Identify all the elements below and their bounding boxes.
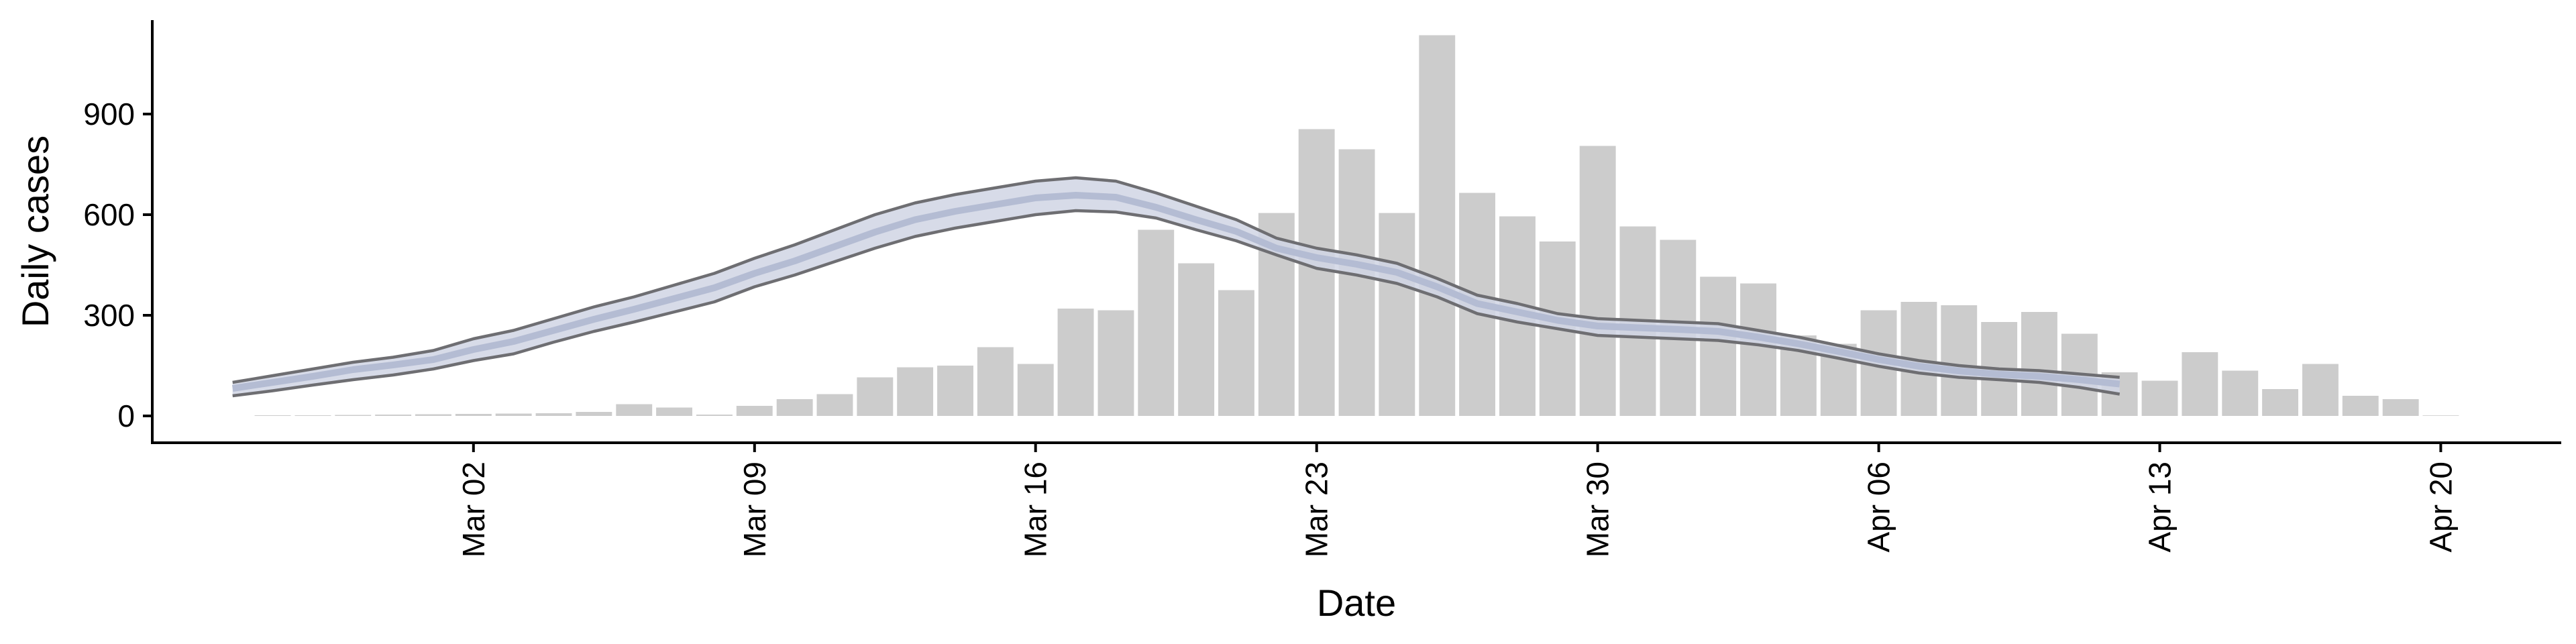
y-tick-label-0: 0	[117, 398, 135, 433]
bar-2020-03-25	[1379, 213, 1415, 416]
x-tick-label-2020-03-23: Mar 23	[1299, 462, 1334, 557]
bar-2020-03-26	[1419, 35, 1456, 416]
bar-2020-03-18	[1097, 310, 1134, 416]
bar-2020-04-03	[1740, 283, 1776, 416]
bar-2020-04-17	[2302, 364, 2339, 416]
bar-2020-03-20	[1178, 263, 1215, 416]
bar-2020-04-19	[2382, 399, 2419, 416]
bar-2020-04-20	[2422, 415, 2459, 416]
median-line-0	[231, 192, 2121, 392]
bar-2020-03-10	[776, 399, 813, 416]
y-tick-label-600: 600	[83, 197, 135, 232]
upper-bound-line-0	[232, 176, 2120, 384]
bar-2020-03-24	[1338, 149, 1375, 416]
x-axis-ticks: Mar 02 Mar 09 Mar 16 Mar 23 Mar 30 Apr 06 Apr …	[456, 443, 2458, 557]
bar-2020-04-15	[2222, 370, 2259, 416]
bar-series	[254, 35, 2459, 416]
bar-2020-03-06	[616, 404, 653, 416]
bar-2020-03-16	[1017, 364, 1054, 416]
bar-2020-03-12	[857, 377, 894, 416]
bar-2020-04-13	[2141, 380, 2178, 416]
y-tick-label-300: 300	[83, 298, 135, 333]
x-tick-label-2020-03-16: Mar 16	[1018, 462, 1053, 557]
y-tick-label-900: 900	[83, 97, 135, 131]
y-axis-title: Daily cases	[14, 136, 56, 327]
bar-2020-04-02	[1700, 276, 1737, 416]
bar-2020-03-09	[736, 406, 773, 416]
x-tick-label-2020-04-06: Apr 06	[1862, 462, 1896, 553]
bar-2020-04-10	[2021, 312, 2057, 416]
bar-2020-03-19	[1138, 229, 1175, 416]
bar-2020-04-18	[2342, 396, 2379, 416]
bar-2020-03-03	[495, 413, 532, 416]
bar-2020-02-27	[294, 415, 331, 416]
bar-2020-03-23	[1298, 129, 1335, 416]
bar-2020-02-26	[254, 415, 291, 416]
bar-2020-04-08	[1941, 305, 1978, 416]
bar-2020-02-29	[375, 415, 412, 416]
bar-2020-03-14	[937, 366, 973, 416]
y-axis-ticks: 0 300 600 900	[83, 97, 152, 433]
bar-2020-02-28	[335, 415, 372, 416]
bar-2020-03-05	[576, 412, 612, 416]
bar-2020-03-02	[455, 414, 492, 416]
x-tick-label-2020-03-09: Mar 09	[737, 462, 772, 557]
bar-2020-03-11	[816, 394, 853, 416]
bar-2020-03-13	[897, 367, 934, 416]
bar-2020-03-07	[656, 407, 692, 416]
bar-2020-03-08	[696, 415, 733, 416]
x-axis-title: Date	[1317, 582, 1396, 624]
bar-2020-03-04	[535, 413, 572, 416]
estimate-lines-group	[231, 176, 2121, 398]
x-tick-label-2020-04-20: Apr 20	[2423, 462, 2458, 553]
bar-2020-03-21	[1218, 290, 1254, 416]
bar-2020-03-17	[1057, 309, 1094, 416]
x-tick-label-2020-04-13: Apr 13	[2143, 462, 2178, 553]
bar-2020-04-16	[2262, 389, 2298, 416]
lower-bound-line-0	[232, 209, 2121, 398]
x-tick-label-2020-03-30: Mar 30	[1580, 462, 1615, 557]
x-tick-label-2020-03-02: Mar 02	[456, 462, 491, 557]
bar-2020-03-15	[977, 347, 1014, 416]
bar-2020-04-14	[2182, 352, 2218, 416]
bar-2020-03-01	[415, 414, 451, 416]
bar-2020-03-30	[1579, 146, 1616, 416]
